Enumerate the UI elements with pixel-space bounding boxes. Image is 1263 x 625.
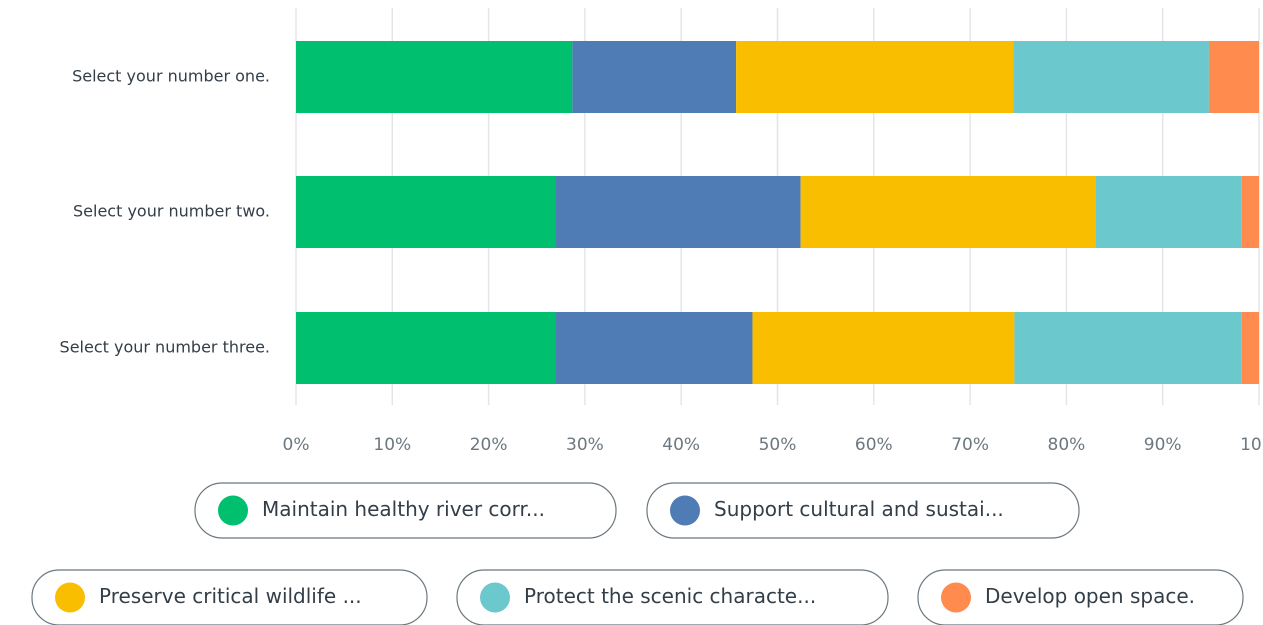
- legend-label: Develop open space.: [985, 584, 1195, 608]
- legend-pill: [917, 569, 1244, 625]
- legend-label: Maintain healthy river corr...: [262, 497, 545, 521]
- legend-swatch: [480, 582, 510, 613]
- legend-item: Protect the scenic characte...: [456, 569, 889, 625]
- legend-swatch: [218, 495, 248, 526]
- legend-item: Support cultural and sustai...: [646, 482, 1080, 539]
- bar-segment: [752, 312, 1015, 384]
- x-tick-label: 10%: [373, 435, 411, 455]
- bar-segment: [1014, 312, 1242, 384]
- x-tick-label: 60%: [855, 435, 893, 455]
- x-tick-label: 80%: [1048, 435, 1086, 455]
- legend-label: Preserve critical wildlife ...: [99, 584, 362, 608]
- legend-pill: [646, 482, 1080, 539]
- bar-segment: [1241, 176, 1259, 248]
- legend-pill: [194, 482, 617, 539]
- bar-segment: [1241, 312, 1259, 384]
- x-tick-label: 30%: [566, 435, 604, 455]
- legend-swatch: [670, 495, 700, 526]
- legend-item: Maintain healthy river corr...: [194, 482, 617, 539]
- legend-label: Protect the scenic characte...: [524, 584, 816, 608]
- x-tick-label: 50%: [759, 435, 797, 455]
- x-tick-label: 90%: [1144, 435, 1182, 455]
- legend-label: Support cultural and sustai...: [714, 497, 1004, 521]
- legend-item: Preserve critical wildlife ...: [31, 569, 428, 625]
- category-label: Select your number one.: [72, 67, 270, 86]
- legend-swatch: [941, 582, 971, 613]
- bar-segment: [1208, 41, 1259, 113]
- bar-segment: [736, 41, 1014, 113]
- x-tick-label: 20%: [470, 435, 508, 455]
- x-tick-label: 70%: [951, 435, 989, 455]
- x-tick-label: 40%: [662, 435, 700, 455]
- bar-segment: [556, 176, 801, 248]
- bar-segment: [572, 41, 737, 113]
- legend-pill: [456, 569, 889, 625]
- legend-item: Develop open space.: [917, 569, 1244, 625]
- bar-segment: [1013, 41, 1209, 113]
- bar-segment: [556, 312, 753, 384]
- legend-pill: [31, 569, 428, 625]
- bar-segment: [800, 176, 1096, 248]
- bar-segment: [296, 312, 557, 384]
- category-label: Select your number two.: [73, 202, 270, 221]
- category-label: Select your number three.: [60, 338, 270, 357]
- legend-swatch: [55, 582, 85, 613]
- x-tick-label: 0%: [283, 435, 310, 455]
- x-tick-label: 10...: [1240, 435, 1263, 455]
- bar-segment: [296, 41, 573, 113]
- bar-segment: [1095, 176, 1242, 248]
- bar-segment: [296, 176, 557, 248]
